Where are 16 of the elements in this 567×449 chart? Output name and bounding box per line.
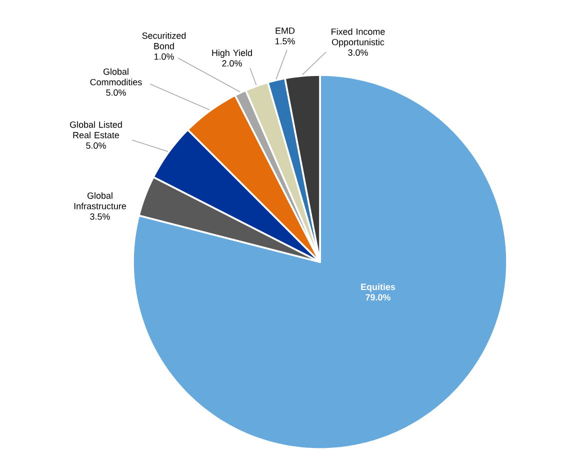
slice-label: EMD [276,28,295,34]
slice-label: Securitized Bond [142,32,186,50]
data-label: 3.5% [90,213,110,220]
slice-label: Global Infrastructure [74,192,126,210]
slice-label: Equities [361,283,396,292]
slice-label: Fixed Income Opportunistic [332,28,385,48]
data-label: 3.0% [348,49,368,56]
slice-label: Global Listed Real Estate [70,121,122,138]
data-label: 2.0% [222,60,242,67]
slice-label: Global Commodities [90,68,142,86]
data-label: 79.0% [366,294,390,301]
slice-label: High Yield [212,49,252,58]
data-label: 1.5% [275,38,295,44]
data-label: 5.0% [86,142,106,149]
data-label: 1.0% [154,53,174,60]
data-label: 5.0% [106,89,126,96]
